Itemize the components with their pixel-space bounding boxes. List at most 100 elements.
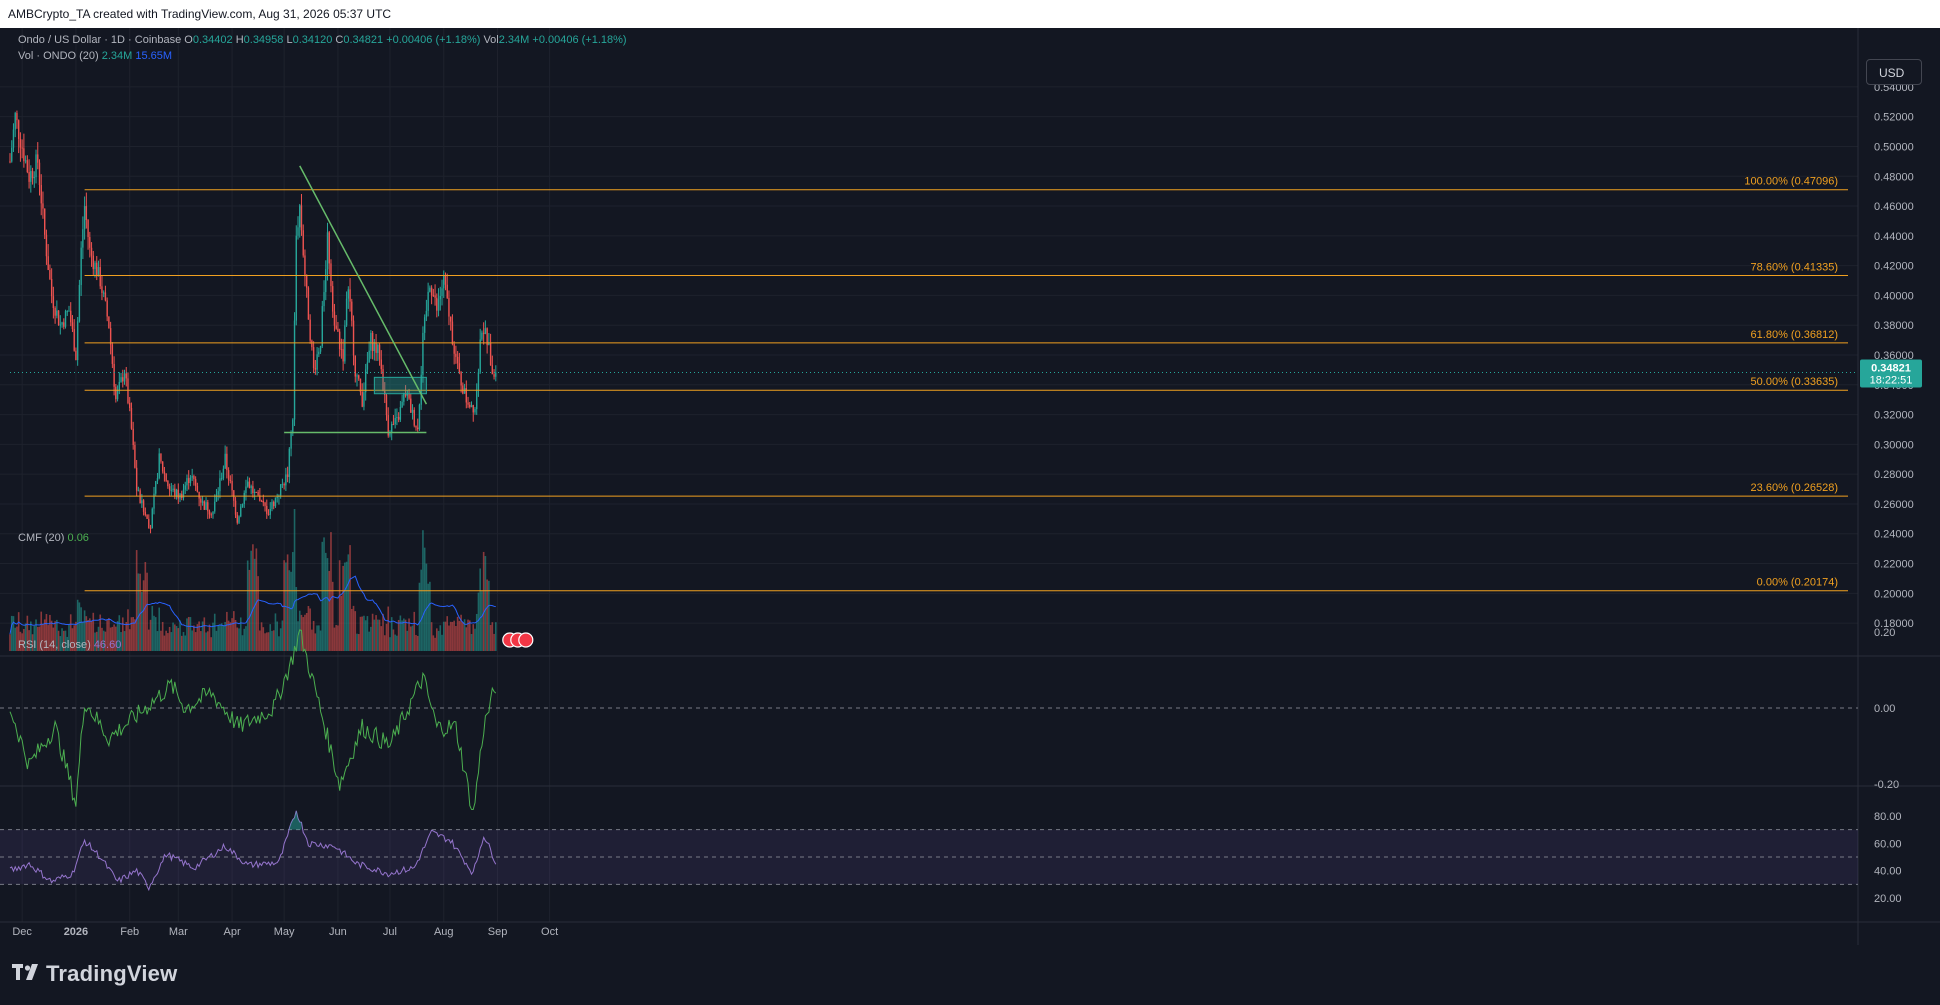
volume-bar — [243, 628, 246, 651]
candle-body — [359, 378, 362, 393]
candle-body — [476, 389, 478, 410]
volume-bar — [453, 620, 455, 651]
volume-bar — [312, 620, 315, 651]
volume-bar — [50, 620, 53, 651]
cmf-tick-label: 0.20 — [1874, 627, 1895, 639]
candle-body — [16, 113, 18, 121]
candle-body — [224, 453, 226, 469]
volume-bar — [158, 607, 161, 651]
volume-bar — [481, 591, 483, 651]
volume-bar — [409, 626, 412, 651]
volume-bar — [33, 625, 36, 651]
chart-frame[interactable]: 100.00% (0.47096) 78.60% (0.41335) 61.80% … — [0, 28, 1940, 947]
volume-bar — [28, 630, 30, 651]
volume-bar — [356, 633, 358, 651]
candle-body — [354, 355, 356, 377]
candle-body — [274, 497, 277, 507]
volume-bar — [304, 614, 306, 651]
volume-bar — [352, 605, 355, 651]
volume-bar — [120, 632, 122, 651]
candle-body — [177, 489, 179, 499]
volume-bar — [210, 637, 213, 651]
volume-bar — [474, 628, 476, 651]
volume-bar — [373, 619, 376, 651]
price-tick-label: 0.28000 — [1874, 469, 1914, 481]
volume-bar — [257, 576, 259, 651]
volume-bar — [151, 605, 154, 651]
candle-body — [99, 267, 101, 287]
change-value: +0.00406 (+1.18%) — [386, 34, 481, 46]
volume-bar — [23, 628, 25, 651]
volume-bar — [66, 636, 69, 651]
volume-bar — [121, 617, 124, 651]
candle-body — [441, 288, 443, 297]
candle-body — [477, 372, 480, 390]
candle-body — [423, 317, 426, 333]
volume-bar — [401, 620, 403, 651]
candle-body — [144, 511, 147, 515]
candle-body — [182, 489, 185, 498]
candle-body — [73, 329, 75, 351]
candle-body — [233, 490, 235, 501]
volume-bar — [208, 624, 211, 651]
candle-body — [437, 299, 440, 311]
candle-body — [455, 353, 457, 357]
volume-bar — [361, 616, 364, 651]
candle-body — [165, 473, 167, 481]
candle-body — [246, 481, 249, 487]
chart-canvas[interactable]: 100.00% (0.47096) 78.60% (0.41335) 61.80% … — [0, 28, 1940, 946]
candle-body — [266, 505, 268, 514]
volume-bar — [177, 628, 180, 651]
volume-bar — [85, 616, 88, 651]
candle-body — [300, 205, 303, 231]
volume-bar — [344, 562, 346, 651]
candle-body — [234, 500, 237, 515]
candle-body — [85, 206, 88, 221]
volume-bar — [226, 611, 228, 651]
volume-bar — [220, 623, 223, 651]
candle-body — [366, 362, 369, 370]
candle-body — [106, 300, 108, 317]
time-tick-label: Feb — [120, 926, 139, 938]
rsi-legend: RSI (14, close) 46.60 — [18, 639, 121, 651]
volume-bar — [61, 628, 63, 651]
candle-body — [37, 154, 39, 163]
candle-body — [413, 409, 415, 426]
volume-bar — [111, 626, 114, 651]
candle-body — [481, 332, 483, 340]
volume-bar — [279, 628, 282, 651]
candle-body — [153, 493, 155, 509]
candle-body — [28, 172, 30, 182]
candle-body — [220, 478, 223, 480]
volume-bar — [146, 572, 148, 651]
symbol-name: Ondo / US Dollar · 1D · Coinbase — [18, 34, 182, 46]
price-tick-label: 0.46000 — [1874, 201, 1914, 213]
volume-bar — [460, 614, 462, 651]
volume-bar — [493, 633, 495, 651]
volume-bar — [278, 636, 280, 651]
volume-bar — [76, 599, 79, 651]
volume-bar — [290, 571, 292, 651]
candle-body — [161, 461, 164, 472]
volume-bar — [59, 636, 62, 651]
volume-bar — [281, 620, 284, 651]
currency-button[interactable]: USD — [1866, 59, 1922, 85]
volume-bar — [403, 618, 405, 651]
rsi-line — [9, 810, 497, 892]
candle-body — [479, 339, 481, 373]
volume-bar — [239, 617, 242, 651]
candle-body — [380, 359, 382, 370]
vol-label: Vol — [483, 34, 499, 46]
volume-bar — [486, 579, 488, 651]
candle-body — [139, 490, 141, 504]
volume-bar — [468, 620, 471, 651]
candle-body — [286, 474, 289, 477]
candle-body — [17, 120, 20, 139]
volume-bar — [456, 616, 459, 651]
price-tick-label: 0.48000 — [1874, 171, 1914, 183]
rsi-tick-label: 60.00 — [1874, 838, 1902, 850]
candle-body — [425, 310, 428, 318]
candle-body — [253, 491, 256, 494]
price-tick-label: 0.38000 — [1874, 320, 1914, 332]
volume-bar — [375, 615, 377, 651]
